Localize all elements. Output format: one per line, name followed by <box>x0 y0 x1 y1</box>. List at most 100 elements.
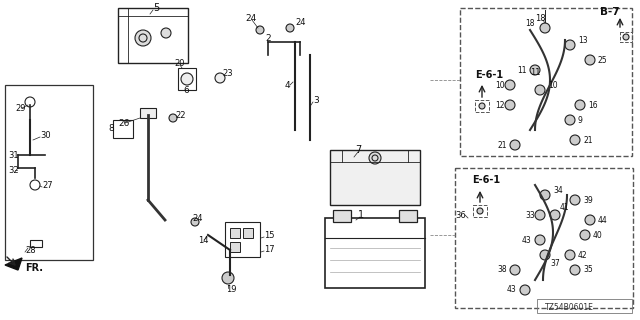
Bar <box>225 222 260 257</box>
Text: 6: 6 <box>183 85 189 94</box>
Circle shape <box>215 73 225 83</box>
Circle shape <box>135 30 151 46</box>
Bar <box>333 210 351 222</box>
Text: 8: 8 <box>108 124 114 132</box>
Bar <box>455 168 633 308</box>
Circle shape <box>535 210 545 220</box>
Text: 43: 43 <box>507 285 516 294</box>
Bar <box>243 228 253 238</box>
Circle shape <box>256 26 264 34</box>
Circle shape <box>585 215 595 225</box>
Circle shape <box>479 103 485 109</box>
Circle shape <box>169 114 177 122</box>
Text: 24: 24 <box>245 13 256 22</box>
Text: 19: 19 <box>226 285 237 294</box>
Circle shape <box>570 135 580 145</box>
Circle shape <box>565 115 575 125</box>
Circle shape <box>505 80 515 90</box>
Text: 7: 7 <box>355 145 361 155</box>
Bar <box>230 242 240 252</box>
Text: 24: 24 <box>295 18 305 27</box>
Text: 26: 26 <box>118 118 129 127</box>
Text: 12: 12 <box>495 100 504 109</box>
Text: 23: 23 <box>222 68 232 77</box>
Text: 17: 17 <box>264 244 275 253</box>
Text: E-6-1: E-6-1 <box>472 175 500 185</box>
Circle shape <box>530 65 540 75</box>
Text: 3: 3 <box>313 95 319 105</box>
Circle shape <box>580 230 590 240</box>
Text: 1: 1 <box>358 210 364 220</box>
Circle shape <box>505 100 515 110</box>
Text: 28: 28 <box>25 245 36 254</box>
Text: 29: 29 <box>15 103 26 113</box>
Circle shape <box>286 24 294 32</box>
Text: 38: 38 <box>497 266 507 275</box>
Text: TZ54B0601E: TZ54B0601E <box>545 303 594 313</box>
Text: 24: 24 <box>192 213 202 222</box>
Text: 34: 34 <box>553 186 563 195</box>
Circle shape <box>540 190 550 200</box>
Circle shape <box>540 250 550 260</box>
Text: 41: 41 <box>560 203 570 212</box>
Text: 32: 32 <box>8 165 19 174</box>
Text: 16: 16 <box>588 100 598 109</box>
Text: 33: 33 <box>525 211 535 220</box>
Text: 44: 44 <box>598 215 608 225</box>
Text: 10: 10 <box>548 81 557 90</box>
Text: 30: 30 <box>40 131 51 140</box>
Text: 11: 11 <box>517 66 527 75</box>
Text: 35: 35 <box>583 266 593 275</box>
Text: 36: 36 <box>455 211 466 220</box>
Bar <box>330 150 420 205</box>
Bar <box>140 108 156 118</box>
Text: 25: 25 <box>598 55 607 65</box>
Text: 4: 4 <box>285 81 291 90</box>
Text: 39: 39 <box>583 196 593 204</box>
Bar <box>537 299 632 313</box>
Text: 18: 18 <box>525 19 534 28</box>
Circle shape <box>565 40 575 50</box>
Circle shape <box>510 140 520 150</box>
Circle shape <box>575 100 585 110</box>
Bar <box>473 205 487 217</box>
Bar <box>230 228 240 238</box>
Circle shape <box>570 195 580 205</box>
Text: 13: 13 <box>578 36 588 44</box>
Text: 20: 20 <box>174 59 184 68</box>
Text: 10: 10 <box>495 81 504 90</box>
Text: 40: 40 <box>593 230 603 239</box>
Text: 9: 9 <box>578 116 583 124</box>
Text: 42: 42 <box>578 251 588 260</box>
Circle shape <box>535 85 545 95</box>
Circle shape <box>510 265 520 275</box>
Bar <box>30 240 42 247</box>
Circle shape <box>623 34 629 40</box>
Circle shape <box>222 272 234 284</box>
Bar <box>178 68 196 90</box>
Text: 18: 18 <box>535 13 546 22</box>
Text: 37: 37 <box>550 259 560 268</box>
Circle shape <box>570 265 580 275</box>
Circle shape <box>369 152 381 164</box>
Circle shape <box>161 28 171 38</box>
Circle shape <box>540 23 550 33</box>
Text: 22: 22 <box>175 110 186 119</box>
Bar <box>460 8 632 156</box>
Text: 21: 21 <box>583 135 593 145</box>
Text: 27: 27 <box>42 180 52 189</box>
Bar <box>113 120 133 138</box>
Bar <box>325 218 425 288</box>
Bar <box>5 85 93 260</box>
Text: 15: 15 <box>264 230 275 239</box>
Circle shape <box>477 208 483 214</box>
Circle shape <box>520 285 530 295</box>
Bar <box>475 100 489 112</box>
Circle shape <box>585 55 595 65</box>
Circle shape <box>191 218 199 226</box>
Text: E-6-1: E-6-1 <box>475 70 503 80</box>
Circle shape <box>181 73 193 85</box>
Text: 31: 31 <box>8 150 19 159</box>
Text: 43: 43 <box>522 236 532 244</box>
Circle shape <box>565 250 575 260</box>
